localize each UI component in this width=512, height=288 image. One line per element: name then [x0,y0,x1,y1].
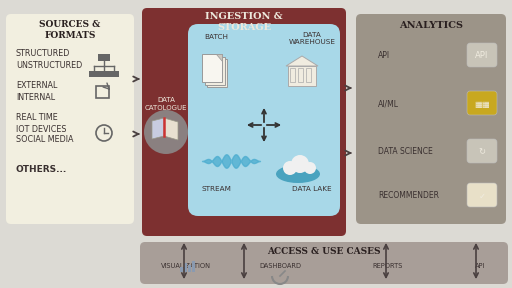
Text: BATCH: BATCH [204,34,228,40]
Text: RECOMMENDER: RECOMMENDER [378,192,439,200]
Polygon shape [205,57,225,85]
Text: ANALYTICS: ANALYTICS [399,22,463,31]
Circle shape [291,155,309,173]
Text: DASHBOARD: DASHBOARD [259,263,301,269]
Polygon shape [152,118,164,139]
Text: VISUALIZATION: VISUALIZATION [161,263,211,269]
Circle shape [144,110,188,154]
Bar [99,71,109,77]
Circle shape [283,161,297,175]
Text: AI/ML: AI/ML [378,99,399,109]
FancyBboxPatch shape [6,14,134,224]
Bar [188,265,191,272]
Bar [96,86,109,98]
Text: DATA SCIENCE: DATA SCIENCE [378,147,433,156]
FancyBboxPatch shape [142,8,346,236]
Bar [98,54,110,61]
Polygon shape [207,59,227,87]
Text: STREAM: STREAM [201,186,231,192]
Text: SOURCES &
FORMATS: SOURCES & FORMATS [39,20,101,40]
FancyBboxPatch shape [467,139,497,163]
Text: DATA LAKE: DATA LAKE [292,186,332,192]
FancyBboxPatch shape [188,24,340,216]
Bar [192,261,195,272]
Text: REAL TIME: REAL TIME [16,113,58,122]
FancyBboxPatch shape [356,14,506,224]
Text: INGESTION &
STORAGE: INGESTION & STORAGE [205,12,283,33]
Text: INTERNAL: INTERNAL [16,92,55,101]
Bar [184,263,187,272]
Bar [306,68,311,82]
Polygon shape [216,54,222,61]
Text: DATA
CATOLOGUE: DATA CATOLOGUE [145,97,187,111]
FancyBboxPatch shape [467,43,497,67]
Ellipse shape [276,165,320,183]
Bar [89,71,99,77]
Text: ▦▦: ▦▦ [474,99,490,109]
Polygon shape [286,56,318,66]
Bar [180,267,183,272]
FancyBboxPatch shape [467,91,497,115]
Text: EXTERNAL: EXTERNAL [16,82,57,90]
Text: API: API [475,52,488,60]
FancyBboxPatch shape [140,242,508,284]
Text: STRUCTURED: STRUCTURED [16,50,70,58]
Bar [288,66,316,86]
Text: IOT DEVICES: IOT DEVICES [16,124,67,134]
Circle shape [304,162,316,174]
Polygon shape [202,54,222,82]
FancyBboxPatch shape [467,183,497,207]
Bar [290,68,295,82]
Text: SOCIAL MEDIA: SOCIAL MEDIA [16,135,74,145]
Text: API: API [378,52,390,60]
Text: UNSTRUCTURED: UNSTRUCTURED [16,60,82,69]
Text: API: API [475,263,485,269]
Text: ↻: ↻ [479,147,485,156]
Text: REPORTS: REPORTS [373,263,403,269]
Polygon shape [164,118,178,140]
Bar [298,68,303,82]
Bar [109,71,119,77]
Text: DATA
WAREHOUSE: DATA WAREHOUSE [288,32,335,46]
Text: OTHERS...: OTHERS... [16,164,67,173]
Text: ACCESS & USE CASES: ACCESS & USE CASES [267,247,381,257]
Text: ✓: ✓ [479,192,485,200]
